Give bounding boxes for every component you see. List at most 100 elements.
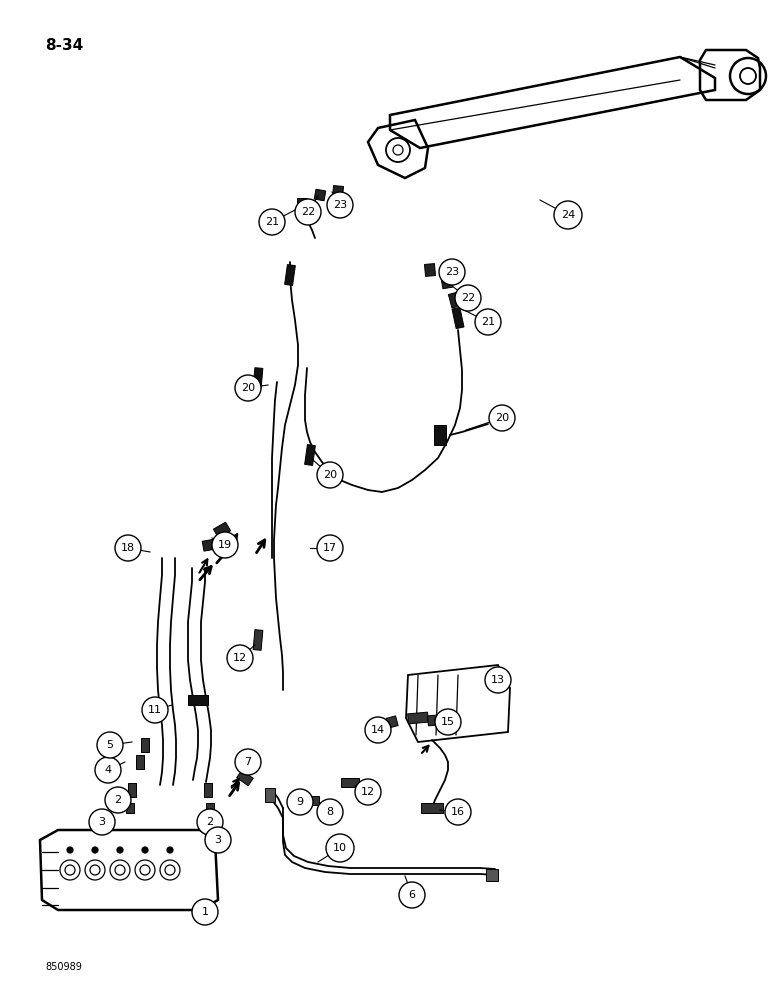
Text: 850989: 850989 (45, 962, 82, 972)
Polygon shape (202, 539, 218, 551)
Circle shape (235, 375, 261, 401)
Polygon shape (452, 307, 464, 329)
Circle shape (105, 787, 131, 813)
Text: 12: 12 (233, 653, 247, 663)
Polygon shape (441, 277, 453, 289)
Text: 22: 22 (301, 207, 315, 217)
Text: 20: 20 (241, 383, 255, 393)
Text: 23: 23 (445, 267, 459, 277)
Text: 16: 16 (451, 807, 465, 817)
Polygon shape (141, 738, 149, 752)
Text: 4: 4 (105, 765, 112, 775)
Polygon shape (386, 716, 398, 728)
Circle shape (475, 309, 501, 335)
Polygon shape (332, 186, 343, 198)
Polygon shape (204, 783, 212, 797)
Text: 1: 1 (201, 907, 208, 917)
Circle shape (435, 709, 461, 735)
Polygon shape (188, 695, 208, 705)
Polygon shape (448, 292, 462, 308)
Polygon shape (427, 714, 448, 726)
Circle shape (365, 717, 391, 743)
Text: 8-34: 8-34 (45, 38, 83, 53)
Polygon shape (236, 770, 254, 786)
Circle shape (95, 757, 121, 783)
Circle shape (295, 800, 299, 804)
Circle shape (455, 285, 481, 311)
Circle shape (399, 882, 425, 908)
Circle shape (317, 535, 343, 561)
Text: 18: 18 (121, 543, 135, 553)
Text: 10: 10 (333, 843, 347, 853)
Circle shape (295, 199, 321, 225)
Text: 8: 8 (327, 807, 334, 817)
Text: 23: 23 (333, 200, 347, 210)
Text: 3: 3 (98, 817, 105, 827)
Polygon shape (408, 712, 428, 724)
Text: 13: 13 (491, 675, 505, 685)
Text: 11: 11 (148, 705, 162, 715)
Circle shape (445, 799, 471, 825)
Text: 2: 2 (115, 795, 122, 805)
Circle shape (205, 827, 231, 853)
Circle shape (489, 405, 515, 431)
Text: 15: 15 (441, 717, 455, 727)
Text: 12: 12 (361, 787, 375, 797)
Circle shape (227, 645, 253, 671)
Circle shape (142, 847, 148, 853)
Circle shape (326, 834, 354, 862)
Circle shape (67, 847, 73, 853)
Circle shape (485, 667, 511, 693)
Text: 14: 14 (371, 725, 385, 735)
Circle shape (355, 779, 381, 805)
Circle shape (142, 697, 168, 723)
Circle shape (89, 809, 115, 835)
Text: 21: 21 (481, 317, 495, 327)
Polygon shape (206, 803, 214, 813)
Text: 2: 2 (207, 817, 214, 827)
Circle shape (212, 532, 238, 558)
Circle shape (259, 209, 285, 235)
Text: 21: 21 (265, 217, 279, 227)
Polygon shape (486, 869, 498, 881)
Circle shape (317, 799, 343, 825)
Polygon shape (254, 630, 263, 650)
Circle shape (439, 259, 465, 285)
Polygon shape (301, 796, 319, 804)
Text: 20: 20 (495, 413, 509, 423)
Circle shape (115, 535, 141, 561)
Polygon shape (136, 755, 144, 769)
Polygon shape (297, 198, 307, 212)
Text: 5: 5 (107, 740, 114, 750)
Polygon shape (434, 425, 446, 445)
Polygon shape (128, 783, 136, 797)
Polygon shape (285, 265, 296, 285)
Polygon shape (314, 189, 326, 201)
Circle shape (97, 732, 123, 758)
Circle shape (117, 847, 123, 853)
Circle shape (317, 462, 343, 488)
Polygon shape (126, 803, 134, 813)
Polygon shape (341, 778, 359, 786)
Text: 24: 24 (561, 210, 575, 220)
Polygon shape (305, 445, 315, 465)
Circle shape (197, 809, 223, 835)
Text: 7: 7 (244, 757, 252, 767)
Text: 22: 22 (461, 293, 475, 303)
Polygon shape (265, 788, 275, 802)
Text: 3: 3 (215, 835, 222, 845)
Text: 19: 19 (218, 540, 232, 550)
Text: 20: 20 (323, 470, 337, 480)
Polygon shape (254, 368, 263, 388)
Polygon shape (421, 803, 443, 813)
Circle shape (192, 899, 218, 925)
Circle shape (554, 201, 582, 229)
Text: 6: 6 (409, 890, 416, 900)
Text: 9: 9 (296, 797, 303, 807)
Circle shape (327, 192, 353, 218)
Circle shape (235, 749, 261, 775)
Circle shape (287, 789, 313, 815)
Circle shape (167, 847, 173, 853)
Circle shape (92, 847, 98, 853)
Polygon shape (424, 264, 435, 276)
